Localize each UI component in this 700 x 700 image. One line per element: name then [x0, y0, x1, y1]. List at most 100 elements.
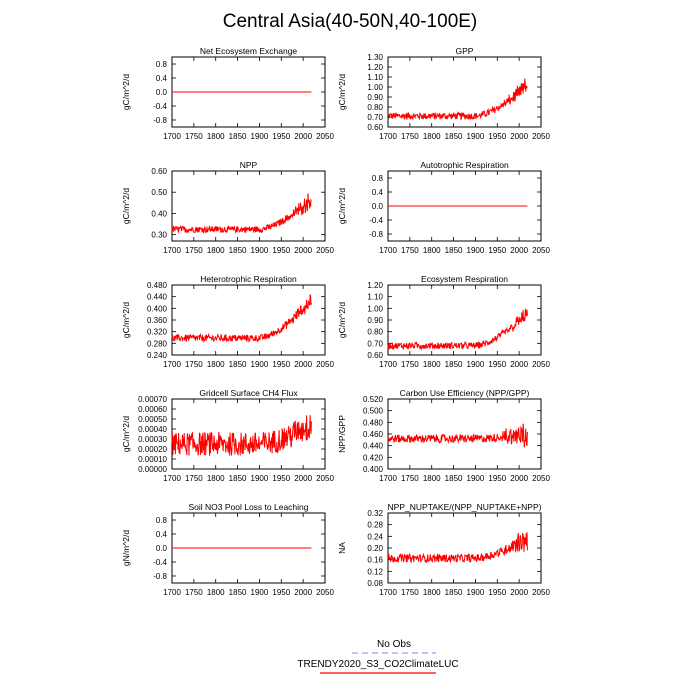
y-tick-label: 0.240 [147, 351, 168, 360]
x-tick-label: 1900 [467, 246, 485, 255]
y-tick-label: 0.400 [147, 304, 168, 313]
x-tick-label: 1950 [272, 132, 290, 141]
x-tick-label: 1700 [163, 360, 181, 369]
y-tick-label: 0.360 [147, 316, 168, 325]
x-tick-label: 1700 [163, 588, 181, 597]
x-tick-label: 1700 [163, 474, 181, 483]
x-tick-label: 1750 [401, 588, 419, 597]
x-tick-label: 1800 [207, 588, 225, 597]
plot-frame [171, 284, 326, 356]
x-tick-label: 1900 [251, 246, 269, 255]
y-tick-label: -0.4 [153, 558, 167, 567]
y-tick-label: 1.10 [367, 293, 383, 302]
y-tick-label: 0.4 [156, 530, 168, 539]
y-tick-label: 0.280 [147, 339, 168, 348]
y-axis-label: gC/m^2/d [337, 188, 347, 224]
x-tick-label: 1900 [467, 474, 485, 483]
panel-title: Carbon Use Efficiency (NPP/GPP) [400, 388, 530, 398]
panel-npp: NPP gC/m^2/d 1700 1750 1800 1850 1900 1950 2000 2… [121, 160, 334, 255]
panel-title: Heterotrophic Respiration [200, 274, 297, 284]
y-tick-label: 0.90 [367, 93, 383, 102]
y-tick-label: 0.520 [363, 395, 384, 404]
x-tick-label: 2050 [532, 246, 550, 255]
x-tick-label: 1950 [488, 474, 506, 483]
y-axis-label: gC/m^2/d [121, 74, 131, 110]
panel-npp-nuptake-npp-nuptake-npp: NPP_NUPTAKE/(NPP_NUPTAKE+NPP) NA 1700 1750 1… [337, 502, 550, 597]
y-tick-label: 0.00050 [138, 415, 167, 424]
x-tick-label: 1700 [379, 588, 397, 597]
plot-frame [387, 56, 542, 128]
panel-title: Soil NO3 Pool Loss to Leaching [188, 502, 308, 512]
plot-frame [171, 170, 326, 242]
x-tick-label: 1850 [445, 132, 463, 141]
y-tick-label: 0.40 [151, 209, 167, 218]
y-tick-label: 0.320 [147, 328, 168, 337]
x-tick-label: 1750 [401, 246, 419, 255]
x-tick-label: 2050 [316, 132, 334, 141]
panel-autotrophic-respiration: Autotrophic Respiration gC/m^2/d 1700 1750 1… [337, 160, 550, 255]
y-tick-label: 0.24 [367, 532, 383, 541]
x-tick-label: 1900 [251, 360, 269, 369]
x-tick-label: 1900 [251, 588, 269, 597]
x-tick-label: 2050 [316, 246, 334, 255]
x-tick-label: 1700 [379, 474, 397, 483]
y-tick-label: 0.12 [367, 567, 383, 576]
panel-title: Net Ecosystem Exchange [200, 46, 298, 56]
x-tick-label: 1750 [185, 246, 203, 255]
x-tick-label: 1750 [401, 360, 419, 369]
y-axis-label: gC/m^2/d [121, 416, 131, 452]
y-tick-label: 0.8 [372, 174, 384, 183]
y-axis-label: gC/m^2/d [337, 302, 347, 338]
y-tick-label: 0.8 [156, 516, 168, 525]
y-tick-label: 0.00000 [138, 465, 167, 474]
y-tick-label: -0.8 [153, 572, 167, 581]
y-tick-label: 0.8 [156, 60, 168, 69]
x-tick-label: 2000 [510, 246, 528, 255]
x-tick-label: 2000 [510, 588, 528, 597]
x-tick-label: 1700 [379, 360, 397, 369]
x-tick-label: 1850 [229, 132, 247, 141]
x-tick-label: 1800 [423, 246, 441, 255]
y-tick-label: 0.00020 [138, 445, 167, 454]
x-tick-label: 1900 [467, 132, 485, 141]
x-tick-label: 2000 [510, 132, 528, 141]
y-tick-label: 0.00040 [138, 425, 167, 434]
y-tick-label: 0.32 [367, 509, 383, 518]
x-tick-label: 1850 [229, 360, 247, 369]
y-tick-label: 0.440 [363, 442, 384, 451]
y-tick-label: 0.30 [151, 231, 167, 240]
y-tick-label: 1.20 [367, 281, 383, 290]
y-tick-label: 0.480 [147, 281, 168, 290]
legend-label-no-obs: No Obs [377, 639, 411, 650]
y-axis-label: gN/m^2/d [121, 530, 131, 566]
panel-title: Gridcell Surface CH4 Flux [199, 388, 298, 398]
y-tick-label: 0.480 [363, 418, 384, 427]
y-tick-label: 0.460 [363, 430, 384, 439]
x-tick-label: 1800 [423, 360, 441, 369]
x-tick-label: 1850 [229, 246, 247, 255]
y-axis-label: NPP/GPP [337, 415, 347, 453]
x-tick-label: 1800 [207, 132, 225, 141]
panel-heterotrophic-respiration: Heterotrophic Respiration gC/m^2/d 1700 175… [121, 274, 334, 369]
y-tick-label: 1.00 [367, 304, 383, 313]
y-tick-label: 0.400 [363, 465, 384, 474]
figure-title: Central Asia(40-50N,40-100E) [223, 11, 478, 32]
x-tick-label: 1850 [445, 360, 463, 369]
x-tick-label: 1850 [229, 474, 247, 483]
x-tick-label: 1800 [207, 360, 225, 369]
y-tick-label: 0.70 [367, 339, 383, 348]
series-line-trendy2020-s3-co2climateluc [171, 415, 312, 456]
panel-soil-no3-pool-loss-to-leaching: Soil NO3 Pool Loss to Leaching gN/m^2/d 17… [121, 502, 334, 597]
y-tick-label: 0.4 [156, 74, 168, 83]
plot-frame [387, 512, 542, 584]
series-line-trendy2020-s3-co2climateluc [387, 78, 528, 121]
y-axis-label: gC/m^2/d [121, 188, 131, 224]
x-tick-label: 2050 [316, 588, 334, 597]
x-tick-label: 2050 [532, 132, 550, 141]
x-tick-label: 2000 [510, 360, 528, 369]
panel-title: NPP_NUPTAKE/(NPP_NUPTAKE+NPP) [388, 502, 542, 512]
x-tick-label: 1750 [185, 360, 203, 369]
x-tick-label: 2000 [294, 132, 312, 141]
x-tick-label: 1950 [272, 588, 290, 597]
